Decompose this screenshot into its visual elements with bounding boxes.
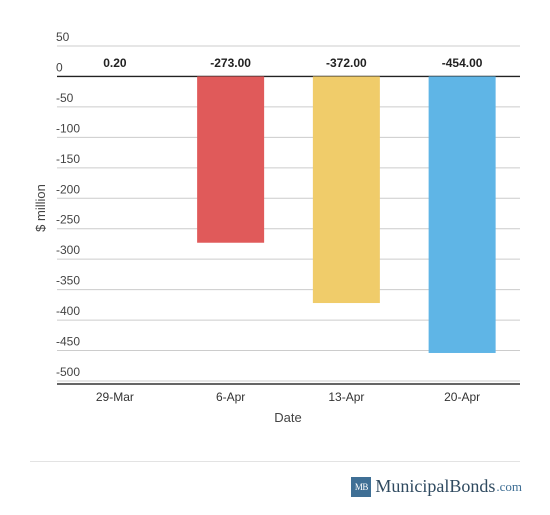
bars: [197, 76, 496, 353]
y-tick-label: -500: [56, 365, 80, 379]
y-tick-label: -400: [56, 304, 80, 318]
x-axis-ticks: 29-Mar 6-Apr 13-Apr 20-Apr: [96, 390, 480, 404]
x-axis-title: Date: [274, 410, 301, 425]
x-tick-label: 6-Apr: [216, 390, 245, 404]
data-label: -273.00: [210, 56, 251, 70]
y-axis-title: $ million: [33, 184, 48, 232]
y-tick-label: -50: [56, 91, 74, 105]
y-tick-label: -100: [56, 121, 80, 135]
brand-badge-icon: MB: [351, 476, 372, 497]
y-tick-label: -200: [56, 182, 80, 196]
y-tick-label: -350: [56, 274, 80, 288]
bar: [197, 76, 265, 243]
footer-divider: [30, 461, 520, 462]
bar: [428, 76, 496, 353]
y-tick-label: 50: [56, 30, 70, 44]
brand-tld: .com: [496, 478, 522, 494]
data-label: -372.00: [326, 56, 367, 70]
brand-name: MunicipalBonds: [375, 476, 496, 496]
y-tick-label: -300: [56, 243, 80, 257]
bar: [312, 76, 380, 304]
data-labels: 0.20 -273.00 -372.00 -454.00: [103, 56, 483, 70]
y-tick-label: -150: [56, 152, 80, 166]
bar-chart: 50 0 -50 -100 -150 -200 -250 -300 -350 -400 -450 -5…: [33, 30, 520, 425]
data-label: 0.20: [103, 56, 127, 70]
x-tick-label: 13-Apr: [328, 390, 364, 404]
y-tick-label: -250: [56, 213, 80, 227]
y-tick-label: 0: [56, 60, 63, 74]
y-axis-ticks: 50 0 -50 -100 -150 -200 -250 -300 -350 -400 -450 -5…: [56, 30, 80, 379]
x-tick-label: 29-Mar: [96, 390, 134, 404]
y-tick-label: -450: [56, 335, 80, 349]
brand-logo[interactable]: MB MunicipalBonds .com: [351, 476, 522, 497]
gridlines: [57, 45, 520, 385]
x-tick-label: 20-Apr: [444, 390, 480, 404]
data-label: -454.00: [442, 56, 483, 70]
